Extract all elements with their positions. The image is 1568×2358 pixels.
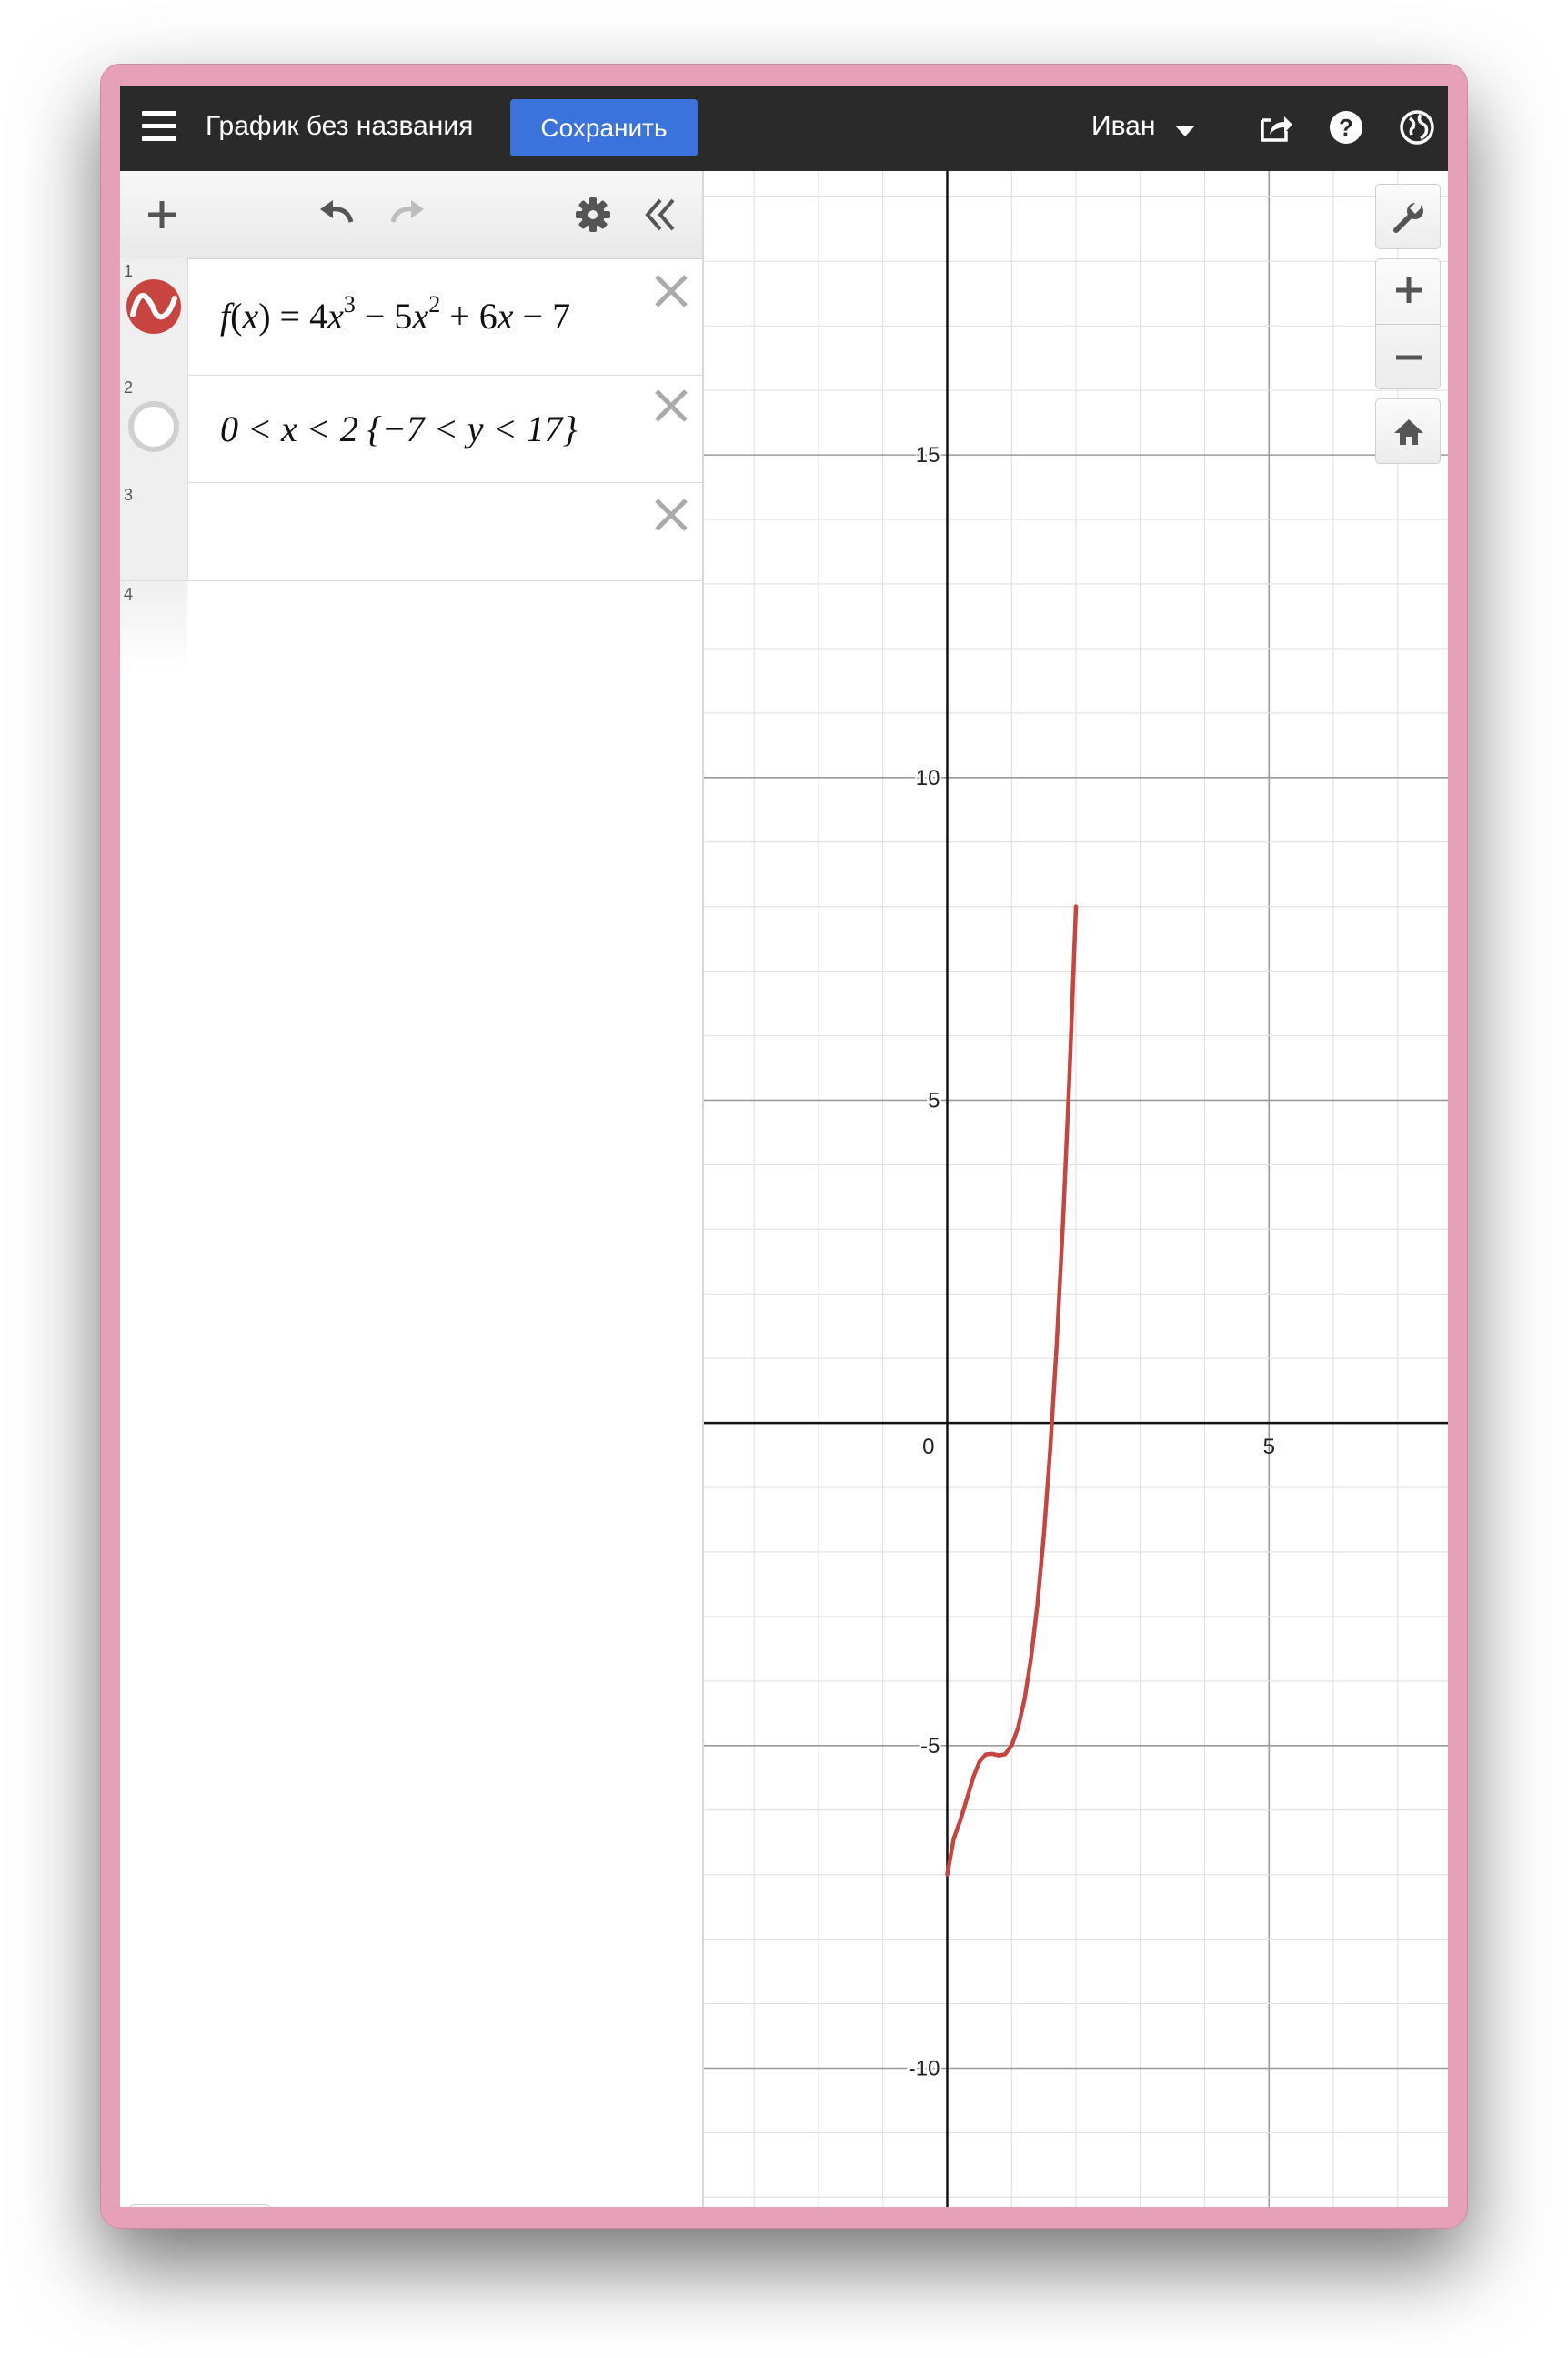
y-tick-label: -10: [909, 2056, 940, 2081]
y-tick-label: 15: [916, 443, 940, 468]
save-button[interactable]: Сохранить: [510, 99, 698, 156]
hidden-toggle-circle-icon[interactable]: [127, 400, 180, 453]
globe-icon[interactable]: [1397, 107, 1437, 147]
redo-icon[interactable]: [386, 195, 429, 231]
graph-svg[interactable]: 0 5 15 10 5 -5 -10: [704, 171, 1448, 2207]
x-tick-label: 5: [1263, 1435, 1275, 1459]
expression-gutter: 2: [120, 375, 188, 482]
expression-gutter: 1: [120, 258, 188, 375]
graph-settings-button[interactable]: [1375, 184, 1441, 249]
y-tick-label: -5: [920, 1734, 940, 1758]
expression-row-3[interactable]: 3: [120, 482, 702, 581]
zoom-out-icon[interactable]: [1392, 341, 1425, 374]
app-window: График без названия Сохранить Иван ?: [120, 86, 1448, 2207]
share-icon[interactable]: [1255, 107, 1295, 147]
user-dropdown-caret-icon[interactable]: [1175, 126, 1195, 136]
undo-icon[interactable]: [315, 195, 358, 231]
top-bar: График без названия Сохранить Иван ?: [120, 86, 1448, 171]
delete-expression-icon[interactable]: [651, 495, 691, 535]
default-viewport-button[interactable]: [1375, 398, 1441, 464]
expression-index: 2: [124, 378, 134, 397]
add-item-icon[interactable]: [144, 196, 180, 233]
zoom-controls: [1375, 258, 1441, 389]
help-icon[interactable]: ?: [1326, 107, 1366, 147]
collapse-panel-icon[interactable]: [640, 195, 680, 235]
expression-gutter-4[interactable]: 4: [120, 581, 187, 672]
color-wave-icon[interactable]: [126, 278, 182, 335]
keyboard-toggle-button[interactable]: [129, 2204, 271, 2207]
graph-title[interactable]: График без названия: [206, 111, 474, 141]
zoom-in-icon[interactable]: [1392, 274, 1425, 307]
delete-expression-icon[interactable]: [651, 271, 691, 311]
wrench-icon: [1393, 203, 1423, 233]
expression-row-1[interactable]: 1 f(x) = 4x3 − 5x2 + 6x − 7: [120, 258, 702, 376]
expression-latex-2[interactable]: 0 < x < 2 {−7 < y < 17}: [220, 408, 578, 449]
svg-text:?: ?: [1339, 114, 1353, 141]
x-tick-label: 0: [922, 1435, 934, 1459]
expression-index: 3: [124, 486, 134, 504]
delete-expression-icon[interactable]: [651, 386, 691, 426]
user-name[interactable]: Иван: [1091, 111, 1156, 141]
expression-panel: 1 f(x) = 4x3 − 5x2 + 6x − 7 2 0 < x < 2 …: [120, 171, 704, 2207]
menu-icon[interactable]: [142, 111, 176, 142]
expression-latex-1[interactable]: f(x) = 4x3 − 5x2 + 6x − 7: [220, 291, 571, 338]
y-tick-label: 5: [928, 1088, 940, 1113]
settings-gear-icon[interactable]: [573, 195, 613, 235]
graph-paper[interactable]: 0 5 15 10 5 -5 -10: [704, 171, 1448, 2207]
expression-gutter: 3: [120, 482, 188, 580]
zoom-divider: [1376, 324, 1440, 325]
expression-index: 4: [124, 585, 134, 603]
function-curve: [945, 904, 1079, 1877]
expression-row-2[interactable]: 2 0 < x < 2 {−7 < y < 17}: [120, 375, 702, 483]
y-tick-label: 10: [916, 766, 940, 791]
home-icon: [1394, 419, 1423, 445]
expression-toolbar: [120, 171, 702, 259]
expression-index: 1: [124, 262, 134, 280]
